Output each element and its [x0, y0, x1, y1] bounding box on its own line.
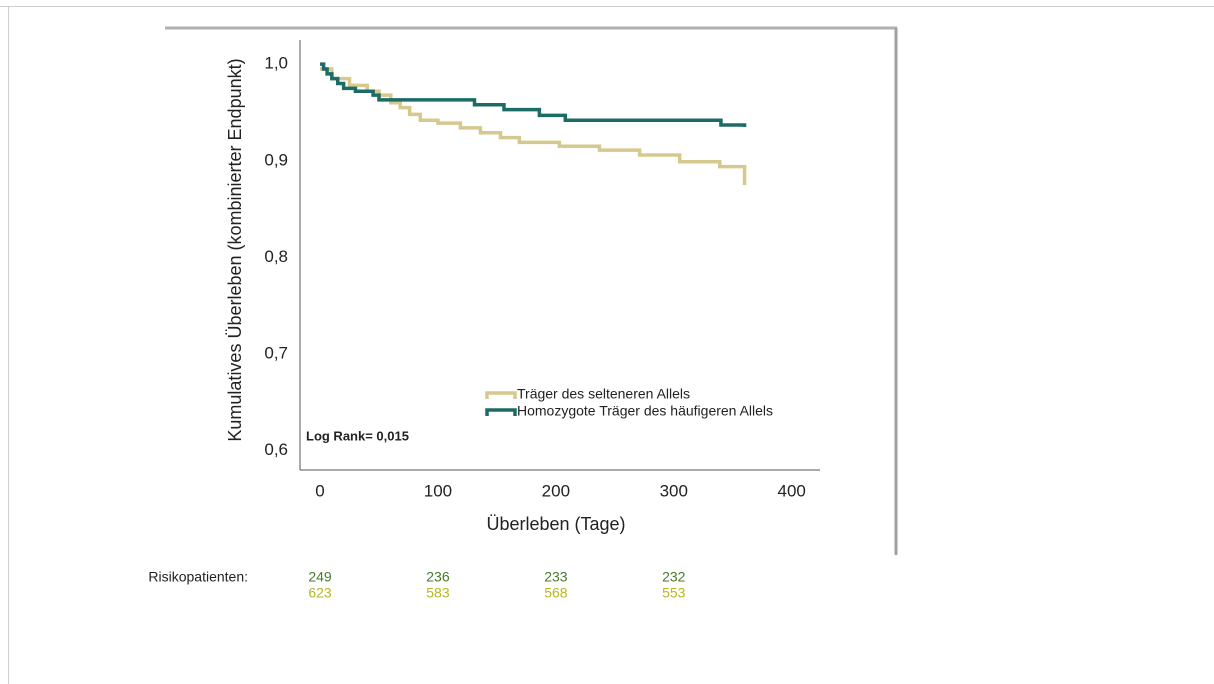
survival-curve — [320, 67, 747, 185]
x-axis-title: Überleben (Tage) — [486, 514, 625, 534]
x-tick-label: 0 — [315, 481, 324, 500]
legend-label: Homozygote Träger des häufigeren Allels — [517, 403, 773, 419]
y-axis-title: Kumulatives Überleben (kombinierter Endp… — [225, 58, 245, 441]
x-tick-label: 400 — [778, 481, 806, 500]
risk-count: 553 — [662, 585, 686, 601]
risk-count: 249 — [308, 569, 332, 585]
risk-count: 568 — [544, 585, 568, 601]
risk-label: Risikopatienten: — [148, 569, 248, 585]
risk-count: 233 — [544, 569, 568, 585]
y-tick-label: 0,7 — [264, 344, 288, 363]
risk-count: 236 — [426, 569, 450, 585]
y-tick-label: 0,8 — [264, 247, 288, 266]
x-tick-label: 200 — [542, 481, 570, 500]
risk-count: 623 — [308, 585, 332, 601]
annotation: Log Rank= 0,015 — [306, 428, 409, 443]
risk-count: 232 — [662, 569, 686, 585]
legend-label: Träger des selteneren Allels — [517, 386, 690, 402]
y-tick-label: 0,9 — [264, 150, 288, 169]
x-tick-label: 100 — [424, 481, 452, 500]
legend-swatch — [485, 408, 517, 416]
survival-curve — [320, 62, 747, 127]
y-tick-label: 1,0 — [264, 54, 288, 73]
y-tick-label: 0,6 — [264, 440, 288, 459]
risk-count: 583 — [426, 585, 450, 601]
legend-swatch — [485, 391, 517, 399]
x-tick-label: 300 — [660, 481, 688, 500]
